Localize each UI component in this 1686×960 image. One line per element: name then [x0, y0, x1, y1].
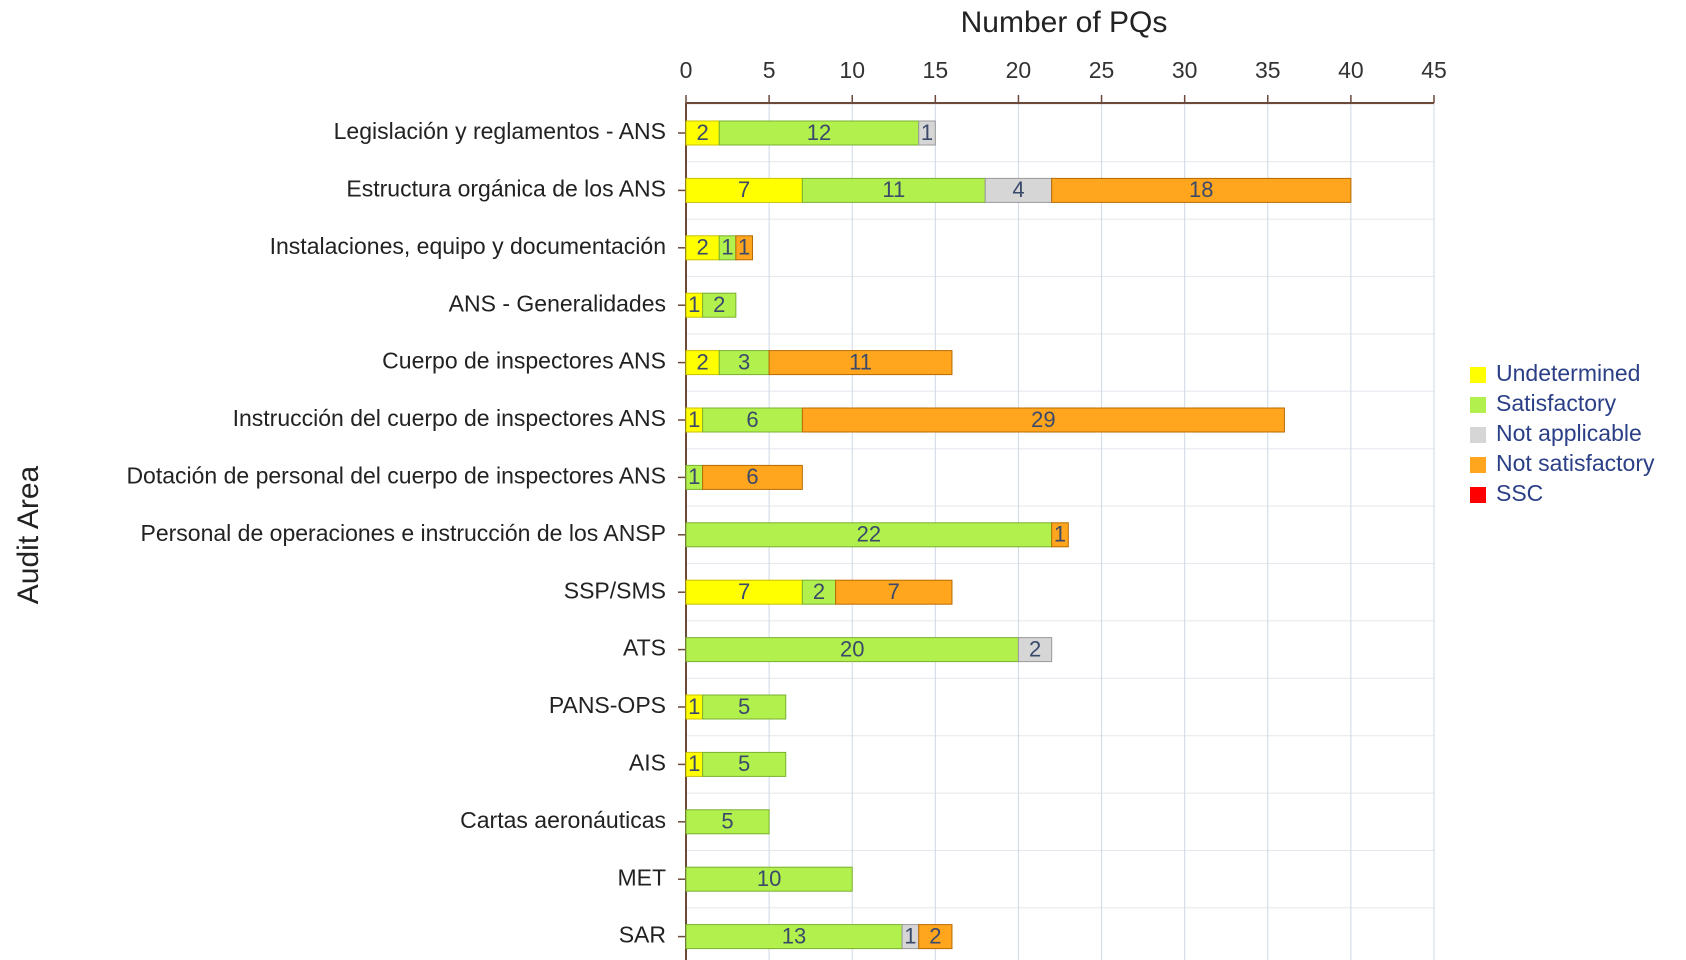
legend-swatch: [1470, 427, 1486, 443]
y-tick-label: Cartas aeronáuticas: [460, 807, 666, 833]
bar-segment: [685, 120, 720, 146]
bar-segment: [702, 292, 737, 318]
value-label: 1: [1054, 522, 1066, 547]
value-label: 1: [721, 235, 733, 260]
bar-segment: [768, 350, 953, 376]
bar-segment: [918, 120, 936, 146]
bar-segment: [984, 177, 1053, 203]
value-label: 2: [929, 923, 941, 948]
bar-segment: [918, 924, 953, 950]
value-label: 11: [849, 349, 872, 374]
value-label: 5: [738, 751, 750, 776]
y-tick-label: Personal de operaciones e instrucción de…: [141, 520, 666, 546]
bar-segment: [685, 866, 853, 892]
bar-segment: [1051, 522, 1069, 548]
value-label: 5: [738, 694, 750, 719]
bar-segment: [702, 464, 803, 490]
value-label: 5: [721, 809, 733, 834]
value-label: 6: [746, 407, 758, 432]
value-label: 10: [757, 866, 781, 891]
chart-title: Number of PQs: [961, 6, 1168, 39]
bar-segment: [685, 522, 1053, 548]
y-tick-label: Instrucción del cuerpo de inspectores AN…: [233, 405, 666, 431]
bar-segment: [801, 407, 1285, 433]
y-tick-label: ANS - Generalidades: [449, 290, 666, 316]
value-label: 12: [807, 120, 831, 145]
bar-segment: [718, 350, 770, 376]
y-tick-label: Dotación de personal del cuerpo de inspe…: [126, 462, 666, 488]
bar-segment: [1017, 637, 1053, 663]
value-label: 1: [688, 464, 700, 489]
x-tick-label: 35: [1255, 57, 1281, 83]
bar-segment: [685, 809, 770, 835]
value-label: 3: [738, 349, 750, 374]
y-tick-label: Legislación y reglamentos - ANS: [334, 118, 666, 144]
bar-segment: [835, 579, 953, 605]
x-tick-label: 25: [1089, 57, 1115, 83]
x-tick-label: 5: [763, 57, 776, 83]
y-axis-label: Audit Area: [12, 465, 45, 604]
value-label: 6: [746, 464, 758, 489]
bar-segment: [801, 177, 986, 203]
bar-segment: [801, 579, 837, 605]
bar-segment: [702, 694, 787, 720]
value-label: 2: [696, 349, 708, 374]
value-label: 7: [738, 177, 750, 202]
legend-label: SSC: [1496, 480, 1543, 506]
value-label: 20: [840, 636, 864, 661]
legend-label: Satisfactory: [1496, 390, 1617, 416]
y-tick-label: AIS: [629, 749, 666, 775]
x-tick-label: 10: [839, 57, 865, 83]
legend-swatch: [1470, 457, 1486, 473]
y-tick-label: Instalaciones, equipo y documentación: [270, 233, 666, 259]
value-label: 22: [857, 522, 881, 547]
x-tick-label: 0: [680, 57, 693, 83]
value-label: 1: [688, 407, 700, 432]
value-label: 2: [1029, 636, 1041, 661]
value-label: 2: [696, 235, 708, 260]
value-label: 13: [782, 923, 806, 948]
legend-label: Not satisfactory: [1496, 450, 1655, 476]
x-tick-label: 15: [923, 57, 949, 83]
value-label: 11: [882, 177, 905, 202]
value-label: 2: [696, 120, 708, 145]
x-tick-label: 20: [1006, 57, 1032, 83]
legend-swatch: [1470, 367, 1486, 383]
y-tick-label: SSP/SMS: [564, 577, 666, 603]
value-label: 7: [738, 579, 750, 604]
value-label: 1: [921, 120, 933, 145]
value-label: 1: [738, 235, 750, 260]
legend-swatch: [1470, 397, 1486, 413]
value-label: 1: [688, 694, 700, 719]
value-label: 7: [888, 579, 900, 604]
value-label: 1: [688, 751, 700, 776]
bar-segment: [1051, 177, 1352, 203]
y-tick-label: SAR: [619, 922, 666, 948]
y-tick-label: Estructura orgánica de los ANS: [346, 175, 666, 201]
legend-swatch: [1470, 487, 1486, 503]
value-label: 1: [904, 923, 916, 948]
value-label: 1: [688, 292, 700, 317]
value-label: 2: [813, 579, 825, 604]
bar-segment: [685, 177, 803, 203]
bar-segment: [735, 235, 753, 261]
value-label: 2: [713, 292, 725, 317]
x-tick-label: 30: [1172, 57, 1198, 83]
y-tick-label: MET: [617, 864, 666, 890]
value-label: 4: [1012, 177, 1024, 202]
bar-segment: [702, 751, 787, 777]
x-tick-label: 40: [1338, 57, 1364, 83]
y-tick-label: ATS: [623, 635, 666, 661]
value-label: 18: [1189, 177, 1213, 202]
legend-label: Undetermined: [1496, 360, 1640, 386]
bar-segment: [685, 350, 720, 376]
legend-label: Not applicable: [1496, 420, 1642, 446]
bar-segment: [702, 407, 803, 433]
bar-segment: [685, 579, 803, 605]
y-tick-label: Cuerpo de inspectores ANS: [382, 348, 666, 374]
value-label: 29: [1031, 407, 1055, 432]
x-tick-label: 45: [1421, 57, 1447, 83]
y-tick-label: PANS-OPS: [549, 692, 666, 718]
